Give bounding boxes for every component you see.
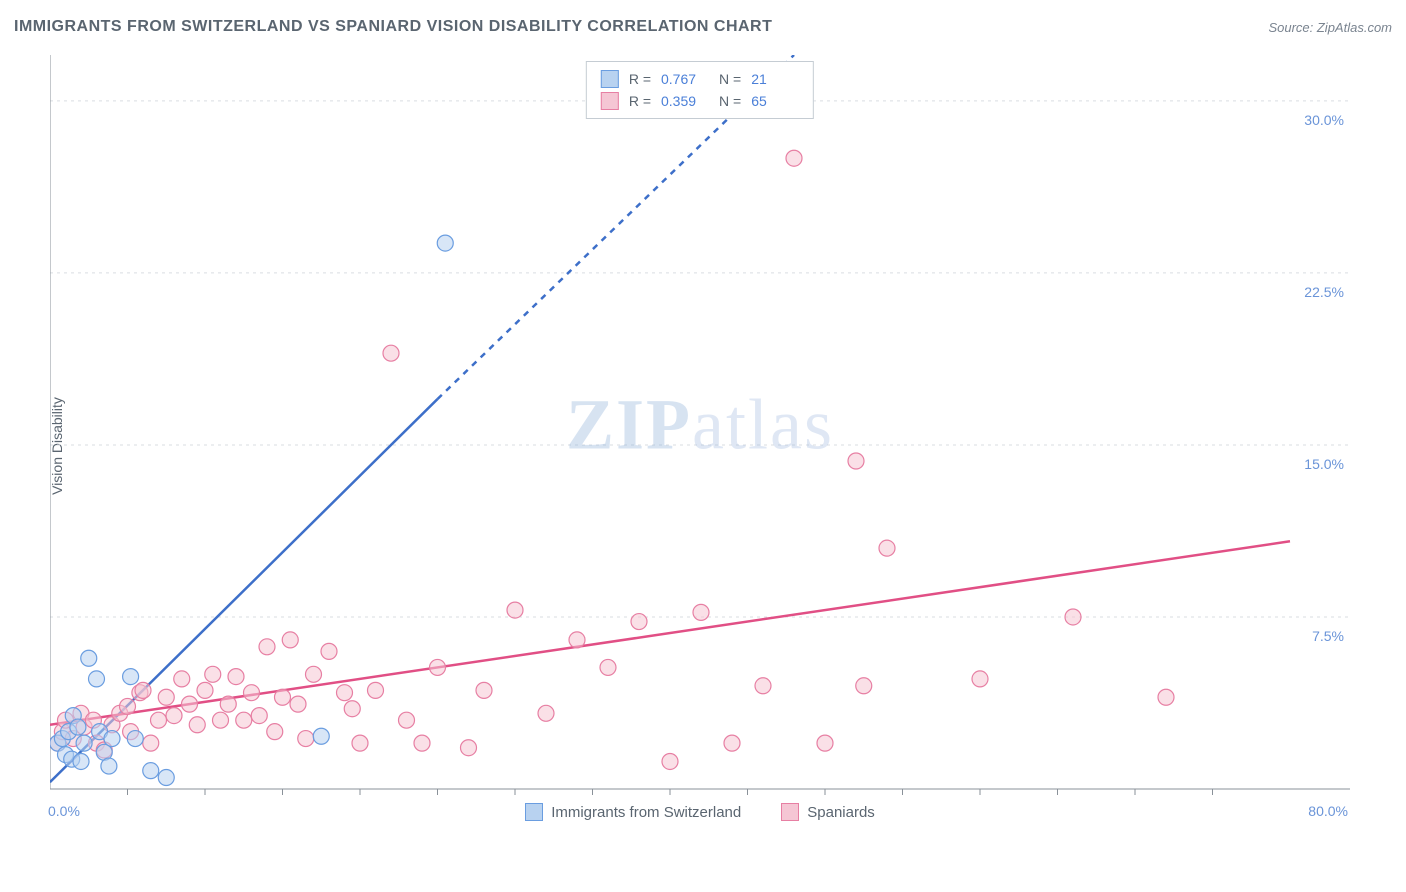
stats-r-label-1: R = [629, 93, 651, 109]
x-max-label: 80.0% [1308, 803, 1348, 819]
legend-swatch-1 [781, 803, 799, 821]
stats-n-label-1: N = [719, 93, 741, 109]
stats-r-val-1: 0.359 [661, 93, 709, 109]
legend-item-1: Spaniards [781, 803, 875, 821]
stats-swatch-1 [601, 92, 619, 110]
chart-area: 7.5%15.0%22.5%30.0% ZIPatlas R = 0.767 N… [50, 55, 1350, 825]
chart-title: IMMIGRANTS FROM SWITZERLAND VS SPANIARD … [14, 18, 772, 36]
stats-box: R = 0.767 N = 21 R = 0.359 N = 65 [586, 61, 814, 119]
source-label: Source: ZipAtlas.com [1268, 20, 1392, 35]
stats-r-label: R = [629, 71, 651, 87]
legend-label-0: Immigrants from Switzerland [551, 804, 741, 821]
svg-text:30.0%: 30.0% [1304, 112, 1344, 128]
x-origin-label: 0.0% [48, 803, 80, 819]
stats-n-val-0: 21 [751, 71, 799, 87]
stats-r-val-0: 0.767 [661, 71, 709, 87]
legend-label-1: Spaniards [807, 804, 875, 821]
stats-n-label: N = [719, 71, 741, 87]
legend-item-0: Immigrants from Switzerland [525, 803, 741, 821]
scatter-plot: 7.5% 15.0% 22.5% 30.0% [50, 55, 1350, 825]
svg-text:22.5%: 22.5% [1304, 284, 1344, 300]
stats-swatch-0 [601, 70, 619, 88]
stats-row-1: R = 0.359 N = 65 [601, 90, 799, 112]
svg-text:15.0%: 15.0% [1304, 456, 1344, 472]
legend-swatch-0 [525, 803, 543, 821]
stats-row-0: R = 0.767 N = 21 [601, 68, 799, 90]
svg-text:7.5%: 7.5% [1312, 628, 1344, 644]
bottom-legend: Immigrants from Switzerland Spaniards [50, 803, 1350, 821]
stats-n-val-1: 65 [751, 93, 799, 109]
chart-header: IMMIGRANTS FROM SWITZERLAND VS SPANIARD … [14, 18, 1392, 36]
